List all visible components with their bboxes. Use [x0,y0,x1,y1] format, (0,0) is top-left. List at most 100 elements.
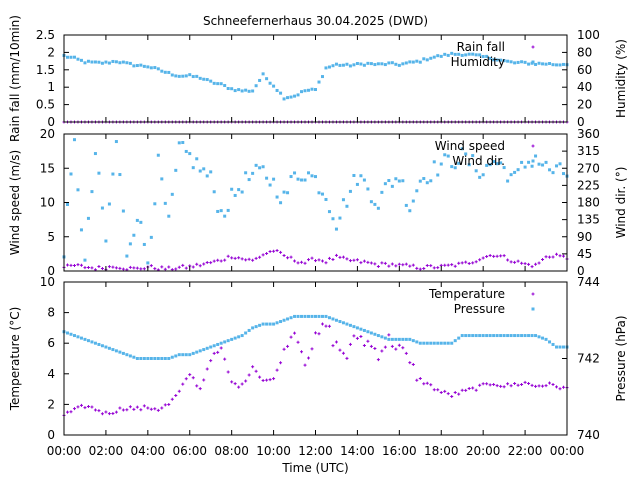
data-point [268,183,272,187]
data-point [562,345,566,349]
data-point [300,178,304,182]
data-point [443,263,447,267]
data-point [254,325,258,329]
data-point [390,262,394,266]
data-point [289,335,293,339]
data-point [128,405,132,409]
data-point [411,199,415,203]
data-point [188,73,192,77]
data-point [530,265,534,269]
data-point [352,325,356,329]
y2-axis-title: Pressure (hPa) [614,315,628,401]
data-point [541,163,545,167]
y-tick-label: 1.5 [36,63,55,77]
data-point [181,353,185,357]
data-point [156,408,160,412]
data-point [65,331,69,335]
panel-2: 0 5 10 15 20 0 45 90 135 180 225 270 315 360 Wind spee… [8,127,628,278]
data-point [209,359,213,363]
data-point [223,214,227,218]
data-point [230,380,234,384]
data-point [226,339,230,343]
data-point [457,336,461,340]
data-point [142,242,146,246]
data-point [387,337,391,341]
data-point [163,403,167,407]
data-point [282,318,286,322]
data-point [289,175,293,179]
data-point [523,165,527,169]
data-point [216,342,220,346]
data-point [495,334,499,338]
data-point [548,255,552,259]
data-point [474,53,478,57]
data-point [100,266,104,270]
data-point [415,340,419,344]
data-point [383,182,387,186]
data-point [317,191,321,195]
data-point [286,256,290,260]
data-point [471,154,475,158]
data-point [310,347,314,351]
data-point [244,171,248,175]
data-point [534,334,538,338]
data-point [286,96,290,100]
data-point [422,177,426,181]
data-point [492,334,496,338]
data-point [432,388,436,392]
data-point [488,334,492,338]
data-point [345,322,349,326]
panel-3: 0 2 4 6 8 10 740 742 744 00:00 02:00 04:00 06:00 08:0… [8,275,628,475]
data-point [320,259,324,263]
data-point [555,164,559,168]
data-point [436,266,440,270]
data-point [338,255,342,259]
data-point [345,62,349,66]
data-point [478,175,482,179]
data-point [401,346,405,350]
x-tick-label: 10:00 [256,444,291,458]
data-point [481,173,485,177]
data-point [380,261,384,265]
data-point [265,176,269,180]
legend-marker [531,45,535,49]
y2-tick-label: 742 [577,352,600,366]
y2-tick-label: 744 [577,275,600,289]
data-point [139,357,143,360]
data-point [338,320,342,324]
data-point [160,69,164,73]
data-point [481,256,485,260]
data-point [544,384,548,388]
chart-title: Schneefernerhaus 30.04.2025 (DWD) [203,14,428,28]
data-point [90,340,94,344]
data-point [341,255,345,259]
data-point [254,84,258,88]
data-point [160,265,164,269]
data-point [307,356,311,360]
data-point [359,261,363,265]
data-point [376,265,380,269]
data-point [275,88,279,92]
data-point [293,94,297,98]
y2-tick-label: 40 [577,80,592,94]
legend-marker [531,144,535,148]
data-point [527,62,531,66]
data-point [198,76,202,80]
data-point [446,53,450,57]
data-point [125,408,129,412]
data-point [429,341,433,345]
data-point [226,87,230,91]
series-group [62,51,569,124]
data-point [446,263,450,267]
data-point [478,383,482,387]
data-point [216,209,220,213]
data-point [86,339,90,343]
data-point [488,253,492,257]
series-wind-dir [62,138,569,265]
data-point [156,67,160,71]
data-point [167,403,171,407]
data-point [516,60,520,64]
y2-tick-label: 90 [577,230,592,244]
data-point [209,79,213,83]
data-point [107,346,111,350]
